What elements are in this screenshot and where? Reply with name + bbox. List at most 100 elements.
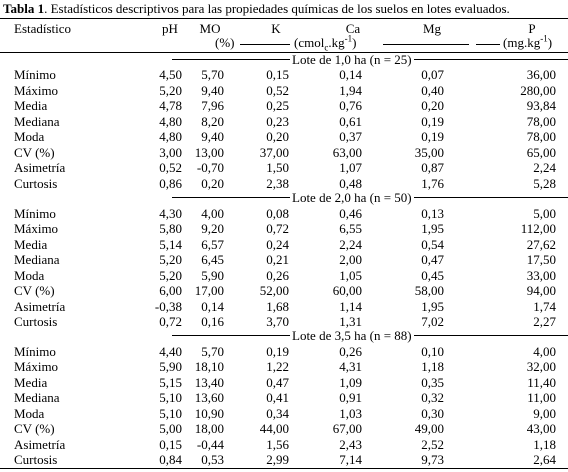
cell: 5,10 <box>159 390 182 406</box>
cell: 8,20 <box>201 113 224 129</box>
cell: 33,00 <box>526 267 556 283</box>
row-label: Asimetría <box>14 298 66 314</box>
cell: 0,08 <box>266 205 289 221</box>
cell: 1,50 <box>266 160 289 176</box>
group-title-row: Lote de 2,0 ha (n = 50) <box>172 190 568 205</box>
cell: 280,00 <box>520 82 556 98</box>
cell: 0,41 <box>266 390 289 406</box>
cell: 0,76 <box>339 98 362 114</box>
row-label: Moda <box>14 267 45 283</box>
unit-sub: c <box>324 42 329 53</box>
group-title-row: Lote de 1,0 ha (n = 25) <box>172 52 568 67</box>
cell: 0,45 <box>421 267 444 283</box>
cell: 4,31 <box>339 359 362 375</box>
cell: 94,00 <box>526 283 556 299</box>
cell: 35,00 <box>414 144 444 160</box>
cell: 2,38 <box>266 175 289 191</box>
cell: 18,00 <box>194 421 224 437</box>
cell: 1,07 <box>339 160 362 176</box>
cell: 0,72 <box>266 221 289 237</box>
cell: 36,00 <box>526 67 556 83</box>
cell: 5,70 <box>201 343 224 359</box>
cell: 112,00 <box>520 221 556 237</box>
cell: 5,20 <box>159 252 182 268</box>
cell: 27,62 <box>526 236 556 252</box>
group-rule <box>413 335 568 337</box>
row-label: Curtosis <box>14 175 58 191</box>
cell: 0,87 <box>421 160 444 176</box>
cell: 0,23 <box>266 113 289 129</box>
cell: 78,00 <box>526 129 556 145</box>
row-label: Mínimo <box>14 67 56 83</box>
unit-part: ) <box>352 35 357 50</box>
cell: 5,00 <box>159 421 182 437</box>
row-label: Moda <box>14 129 45 145</box>
cell: 1,22 <box>266 359 289 375</box>
cell: 0,40 <box>421 82 444 98</box>
unit-part: ) <box>547 35 553 50</box>
cell: 6,00 <box>159 283 182 299</box>
cell: 0,48 <box>339 175 362 191</box>
cell: 6,55 <box>339 221 362 237</box>
column-header: pH <box>162 21 178 36</box>
cell: 5,28 <box>533 175 556 191</box>
cell: 5,90 <box>201 267 224 283</box>
caption-text: . Estadísticos descriptivos para las pro… <box>44 1 510 16</box>
unit-part: .kg <box>328 35 345 50</box>
cell: -0,70 <box>196 160 224 176</box>
unit-part: (mg.kg <box>503 35 541 50</box>
cell: 0,20 <box>421 98 444 114</box>
cell: 4,80 <box>159 129 182 145</box>
cell: 32,00 <box>526 359 556 375</box>
cell: 2,52 <box>421 436 444 452</box>
cell: 67,00 <box>332 421 362 437</box>
column-header: MO <box>199 21 221 36</box>
cell: 52,00 <box>259 283 289 299</box>
cell: 4,30 <box>159 205 182 221</box>
cell: 7,96 <box>201 98 224 114</box>
cell: 0,26 <box>339 343 362 359</box>
row-label: Mediana <box>14 113 60 129</box>
cell: 3,70 <box>266 314 289 330</box>
cell: 13,00 <box>194 144 224 160</box>
column-header: K <box>271 21 281 36</box>
cell: -0,38 <box>154 298 182 314</box>
cell: 9,00 <box>533 405 556 421</box>
row-label: CV (%) <box>14 144 55 160</box>
cell: 11,40 <box>527 374 556 390</box>
cell: 2,24 <box>339 236 362 252</box>
cell: 37,00 <box>259 144 289 160</box>
cell: 5,00 <box>533 205 556 221</box>
cell: 0,19 <box>266 343 289 359</box>
group-title: Lote de 3,5 ha (n = 88) <box>292 328 412 344</box>
cell: 1,18 <box>421 359 444 375</box>
row-label: Mínimo <box>14 205 56 221</box>
cell: 17,50 <box>526 252 556 268</box>
cell: 0,25 <box>266 98 289 114</box>
cell: 5,14 <box>159 236 182 252</box>
cell: 1,14 <box>339 298 362 314</box>
group-rule <box>413 197 568 199</box>
row-label: CV (%) <box>14 283 55 299</box>
cell: 0,14 <box>201 298 224 314</box>
cell: 5,80 <box>159 221 182 237</box>
cell: 93,84 <box>526 98 556 114</box>
row-label: Media <box>14 374 48 390</box>
row-label: Mínimo <box>14 343 56 359</box>
unit-rule <box>383 44 469 45</box>
row-label: Máximo <box>14 359 59 375</box>
cell: 11,00 <box>527 390 556 406</box>
cell: 0,46 <box>339 205 362 221</box>
cell: 4,80 <box>159 113 182 129</box>
cell: 0,19 <box>421 129 444 145</box>
cell: 0,91 <box>339 390 362 406</box>
cell: 0,16 <box>201 314 224 330</box>
cell: 2,24 <box>533 160 556 176</box>
cell: 0,15 <box>159 436 182 452</box>
cell: 63,00 <box>332 144 362 160</box>
cell: 2,43 <box>339 436 362 452</box>
cell: -0,44 <box>196 436 224 452</box>
cell: 1,18 <box>533 436 556 452</box>
cell: 10,90 <box>194 405 224 421</box>
cell: 7,14 <box>339 452 362 468</box>
